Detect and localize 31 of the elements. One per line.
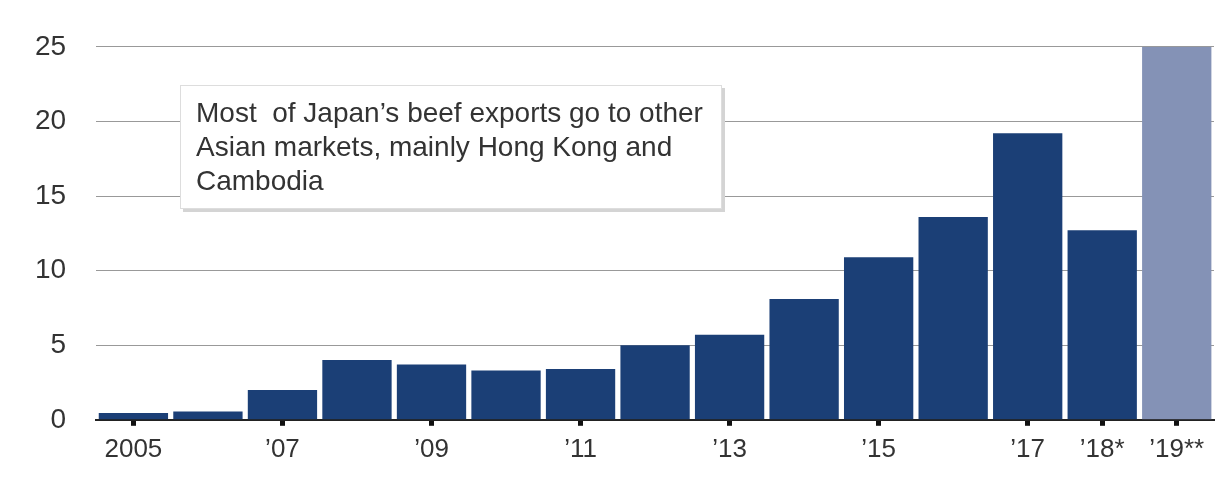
x-tick-label: ’13 xyxy=(712,432,747,463)
bar xyxy=(322,360,392,420)
bar xyxy=(98,413,169,420)
x-tick-label: ’19** xyxy=(1149,432,1205,463)
bar xyxy=(769,298,839,420)
x-tick-label: ’11 xyxy=(564,432,597,463)
x-tick-label: 2005 xyxy=(104,432,163,463)
y-tick-label: 0 xyxy=(50,402,67,434)
bar xyxy=(173,411,243,420)
bar xyxy=(1067,230,1137,420)
annotation: Most of Japan’s beef exports go to other Asian markets, mainly Hong Kong and Cambodia xyxy=(180,85,722,209)
bar xyxy=(620,345,690,420)
x-tick-label: ’17 xyxy=(1010,432,1046,463)
x-tick-label: ’09 xyxy=(414,432,449,463)
bar xyxy=(1142,46,1212,420)
bar xyxy=(993,133,1063,420)
y-tick-label: 15 xyxy=(34,178,67,210)
x-tick-label: ’15 xyxy=(861,432,896,463)
bar xyxy=(545,369,616,420)
x-tick-label: ’07 xyxy=(265,432,300,463)
bar xyxy=(396,364,467,420)
y-tick-label: 10 xyxy=(34,253,67,285)
x-tick-label: ’18* xyxy=(1079,432,1125,463)
y-tick-label: 20 xyxy=(34,104,67,136)
bar xyxy=(694,334,765,420)
bar xyxy=(843,257,914,420)
y-tick-label: 5 xyxy=(50,327,67,359)
y-tick-label: 25 xyxy=(34,29,67,61)
bar xyxy=(918,216,988,420)
bar xyxy=(471,370,541,420)
bar xyxy=(247,389,318,420)
